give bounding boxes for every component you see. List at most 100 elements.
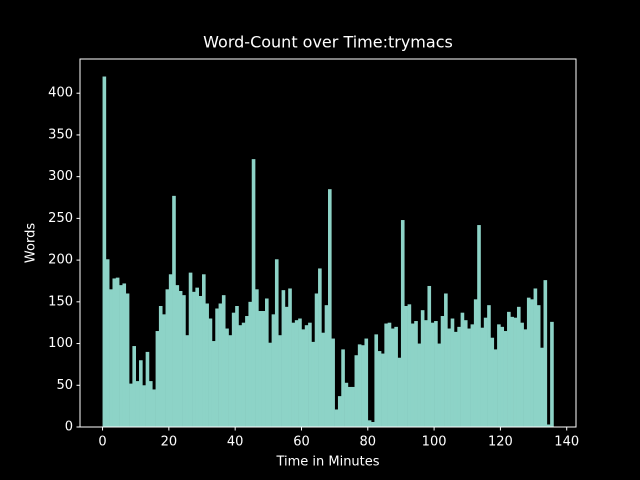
bar (351, 386, 355, 427)
x-axis-label: Time in Minutes (275, 455, 379, 470)
bar (255, 289, 259, 427)
bar (390, 328, 395, 427)
bar (175, 285, 180, 427)
bar (152, 389, 156, 427)
bar (347, 386, 352, 427)
bar (129, 383, 133, 427)
bar (364, 338, 369, 427)
bar (261, 311, 266, 427)
bar (278, 335, 282, 427)
bar (328, 189, 332, 427)
y-tick-label: 350 (48, 127, 73, 142)
bar (463, 320, 468, 427)
bar (294, 320, 299, 427)
bar (208, 318, 213, 427)
bar (424, 320, 428, 427)
bar (195, 287, 199, 427)
bar (102, 76, 107, 428)
bar (248, 301, 253, 427)
bar (543, 280, 548, 427)
bar (407, 304, 412, 427)
bar (205, 303, 209, 427)
bar (221, 295, 226, 427)
bar (480, 327, 485, 427)
bar (168, 274, 173, 427)
bar (414, 321, 418, 427)
bar (125, 293, 130, 427)
bar (427, 285, 432, 427)
bar (507, 311, 511, 427)
bar (387, 322, 392, 427)
bar (394, 326, 398, 427)
bar (404, 306, 408, 427)
bar (371, 421, 375, 427)
bar (487, 305, 491, 427)
bar (500, 326, 505, 427)
bar (334, 409, 339, 427)
bar (311, 341, 316, 427)
bar (235, 306, 239, 427)
y-tick-label: 200 (48, 253, 73, 268)
bar (281, 290, 286, 427)
bar (530, 299, 534, 427)
bar (192, 291, 196, 427)
bar (523, 329, 528, 427)
bar (268, 342, 272, 427)
bar (460, 312, 465, 427)
bar (400, 220, 405, 427)
x-tick-label: 100 (422, 435, 447, 450)
bar (162, 314, 166, 427)
bar (520, 322, 524, 427)
bar (314, 293, 319, 427)
x-tick-label: 120 (488, 435, 513, 450)
bar (321, 332, 325, 427)
bar (367, 420, 372, 427)
y-axis-label: Words (24, 223, 39, 263)
bar (105, 259, 110, 427)
bar (550, 321, 554, 427)
bar (381, 353, 385, 427)
bar (155, 331, 160, 427)
bar (202, 274, 206, 427)
y-tick-label: 150 (48, 294, 73, 309)
bar (503, 331, 508, 427)
bar (526, 297, 531, 427)
bar (142, 385, 146, 427)
bar (357, 344, 362, 427)
bar (318, 268, 322, 427)
bar (354, 355, 359, 427)
plot-frame (79, 58, 577, 428)
bar (384, 323, 388, 427)
bar (172, 195, 176, 427)
bar (165, 289, 170, 427)
bar (361, 345, 365, 427)
bar (377, 351, 382, 427)
bar (215, 308, 219, 427)
bar (308, 322, 312, 427)
bar (374, 334, 379, 427)
bar (218, 303, 223, 427)
x-tick-label: 40 (227, 435, 244, 450)
bar (467, 328, 471, 427)
bar (291, 322, 296, 427)
bar (437, 343, 442, 427)
bar (536, 305, 541, 427)
bar (397, 357, 402, 427)
bar (148, 381, 153, 427)
bar (304, 325, 309, 427)
bar (119, 285, 123, 427)
bar (450, 318, 455, 427)
bar (274, 259, 279, 427)
x-tick-label: 20 (161, 435, 178, 450)
bar (211, 341, 216, 427)
bar (238, 325, 243, 427)
bar (457, 326, 461, 427)
bar (178, 290, 183, 427)
y-tick-label: 250 (48, 211, 73, 226)
bar (477, 225, 481, 427)
bar (533, 288, 538, 427)
bar (483, 317, 488, 427)
y-tick-label: 400 (48, 86, 73, 101)
bar (493, 349, 498, 427)
bar (410, 323, 415, 427)
